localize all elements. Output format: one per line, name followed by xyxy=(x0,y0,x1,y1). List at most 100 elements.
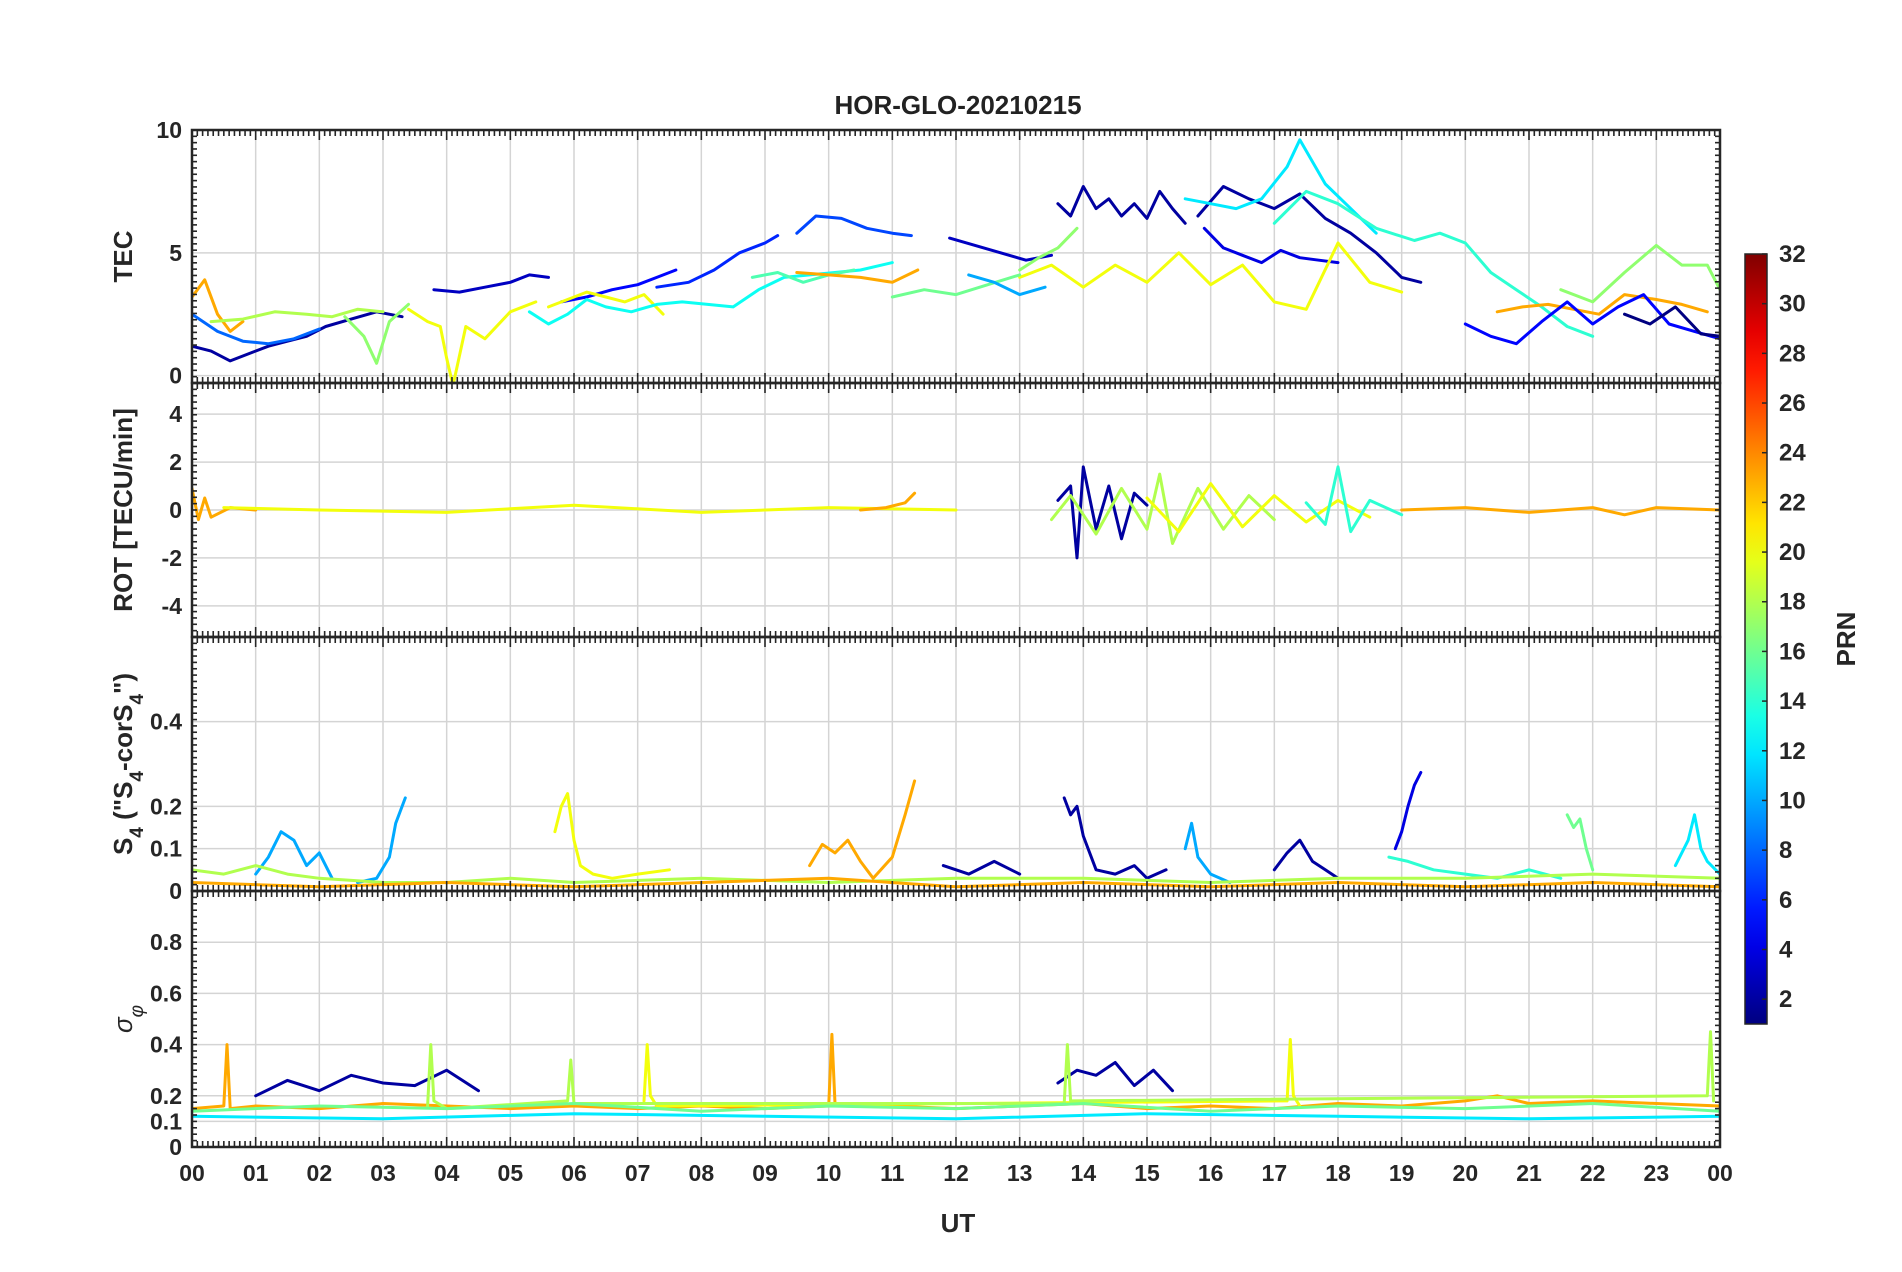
x-tick-label: 02 xyxy=(307,1160,333,1186)
series-line-prn-14 xyxy=(1387,855,1563,880)
series-line-prn-5 xyxy=(559,268,678,304)
x-tick-label: 05 xyxy=(498,1160,524,1186)
x-tick-label: 09 xyxy=(752,1160,778,1186)
y-tick-label: 0.2 xyxy=(150,793,182,819)
x-tick-label: 06 xyxy=(561,1160,587,1186)
y-axis-label-part: S xyxy=(108,838,138,855)
series-line-prn-18 xyxy=(192,864,1720,884)
series-line-prn-7 xyxy=(795,214,913,238)
y-tick-label: -2 xyxy=(162,545,182,571)
x-tick-label: 13 xyxy=(1007,1160,1033,1186)
y-axis-label-part: ") xyxy=(108,673,138,694)
colorbar-tick-label: 2 xyxy=(1779,986,1792,1013)
y-tick-label: 0.2 xyxy=(150,1083,182,1109)
colorbar-ramp xyxy=(1744,253,1768,1025)
colorbar-tick-label: 28 xyxy=(1779,340,1806,367)
series-line-prn-2 xyxy=(1196,185,1423,284)
y-axis-label-subscript: 4 xyxy=(127,827,148,838)
x-tick-label: 21 xyxy=(1516,1160,1542,1186)
x-tick-label: 03 xyxy=(370,1160,396,1186)
series-line-prn-2 xyxy=(941,859,1022,876)
series-line-prn-8 xyxy=(192,312,321,346)
colorbar-tick-label: 18 xyxy=(1779,589,1806,616)
y-axis-label-part: ("S xyxy=(108,782,138,828)
colorbar-tick-label: 6 xyxy=(1779,887,1792,914)
series-line-prn-23 xyxy=(1495,293,1709,316)
colorbar-tick-label: 12 xyxy=(1779,738,1806,765)
series-line-prn-20 xyxy=(547,290,665,316)
colorbar-tick-label: 8 xyxy=(1779,837,1792,864)
x-tick-label: 00 xyxy=(179,1160,205,1186)
y-axis-label-subscript: 4 xyxy=(127,694,148,705)
series-line-prn-2 xyxy=(1272,838,1340,880)
colorbar-tick-label: 16 xyxy=(1779,638,1806,665)
series-line-prn-15 xyxy=(750,268,856,284)
series-line-prn-18 xyxy=(1050,472,1276,545)
series-line-prn-3 xyxy=(948,236,1053,262)
y-axis-label: TEC xyxy=(108,230,138,282)
x-tick-label: 18 xyxy=(1325,1160,1351,1186)
y-tick-label: 4 xyxy=(169,401,182,427)
colorbar-tick-label: 4 xyxy=(1779,936,1793,963)
series-line-prn-23 xyxy=(192,486,258,522)
series-group xyxy=(192,1030,1720,1121)
series-line-prn-2 xyxy=(1062,796,1168,880)
y-tick-label: 0.4 xyxy=(150,1032,182,1058)
series-line-prn-16 xyxy=(192,1102,1720,1113)
y-tick-label: 0.1 xyxy=(150,1108,182,1134)
y-axis-label-subscript: φ xyxy=(127,1005,148,1017)
colorbar-tick-label: 30 xyxy=(1779,291,1806,318)
colorbar-tick-label: 22 xyxy=(1779,489,1806,516)
colorbar-tick-label: 24 xyxy=(1779,440,1806,467)
colorbar-tick-label: 14 xyxy=(1779,688,1806,715)
x-tick-label: 07 xyxy=(625,1160,651,1186)
series-line-prn-17 xyxy=(1018,226,1079,272)
y-tick-label: -4 xyxy=(162,593,183,619)
series-line-prn-10 xyxy=(356,796,407,884)
series-line-prn-6 xyxy=(655,234,780,289)
x-axis: 00 01 02 03 04 05 06 07 08 09 10 11 12 13 14 15 16 17 18 19… xyxy=(179,1160,1733,1186)
y-axis-label: S4 ("S4-corS4") xyxy=(108,673,148,855)
y-tick-label: 0 xyxy=(169,878,182,904)
series-line-prn-1 xyxy=(1623,305,1720,338)
x-tick-label: 00 xyxy=(1707,1160,1733,1186)
colorbar-label: PRN xyxy=(1831,612,1861,667)
x-tick-label: 15 xyxy=(1134,1160,1160,1186)
series-line-prn-20 xyxy=(1018,241,1404,311)
panel-sigphi: 00.10.2 0.4 0.6 0.8 σφ xyxy=(108,889,1722,1160)
y-tick-label: 0.6 xyxy=(150,980,182,1006)
y-tick-label: 0.4 xyxy=(150,709,182,735)
series-line-prn-12 xyxy=(1183,138,1378,235)
colorbar-tick-label: 10 xyxy=(1779,787,1806,814)
x-tick-label: 08 xyxy=(689,1160,715,1186)
y-tick-label: 2 xyxy=(169,449,182,475)
series-line-prn-2 xyxy=(1056,1061,1174,1093)
series-line-prn-17 xyxy=(343,302,410,365)
y-axis-label: σφ xyxy=(108,1005,148,1033)
colorbar-tick-label: 32 xyxy=(1779,241,1806,268)
series-line-prn-20 xyxy=(553,792,671,880)
series-line-prn-23 xyxy=(808,779,917,880)
series-line-prn-3 xyxy=(432,273,550,294)
colorbar-tick-label: 26 xyxy=(1779,390,1806,417)
series-group xyxy=(192,138,1720,383)
series-line-prn-16 xyxy=(1565,813,1595,872)
series-line-prn-12 xyxy=(1673,813,1720,876)
series-line-prn-10 xyxy=(967,273,1047,297)
series-line-prn-17 xyxy=(1559,243,1720,304)
y-axis-label-part: σ xyxy=(108,1016,138,1033)
y-tick-label: 0.1 xyxy=(150,836,182,862)
y-tick-label: 5 xyxy=(169,240,182,266)
chart-title: HOR-GLO-20210215 xyxy=(834,90,1081,120)
colorbar-tick-label: 20 xyxy=(1779,539,1806,566)
x-tick-label: 11 xyxy=(880,1160,905,1186)
series-line-prn-5 xyxy=(1463,293,1720,346)
series-line-prn-16 xyxy=(890,273,1022,299)
x-tick-label: 12 xyxy=(943,1160,969,1186)
x-tick-label: 04 xyxy=(434,1160,460,1186)
series-line-prn-20 xyxy=(1145,482,1372,534)
y-tick-label: 0.8 xyxy=(150,929,182,955)
